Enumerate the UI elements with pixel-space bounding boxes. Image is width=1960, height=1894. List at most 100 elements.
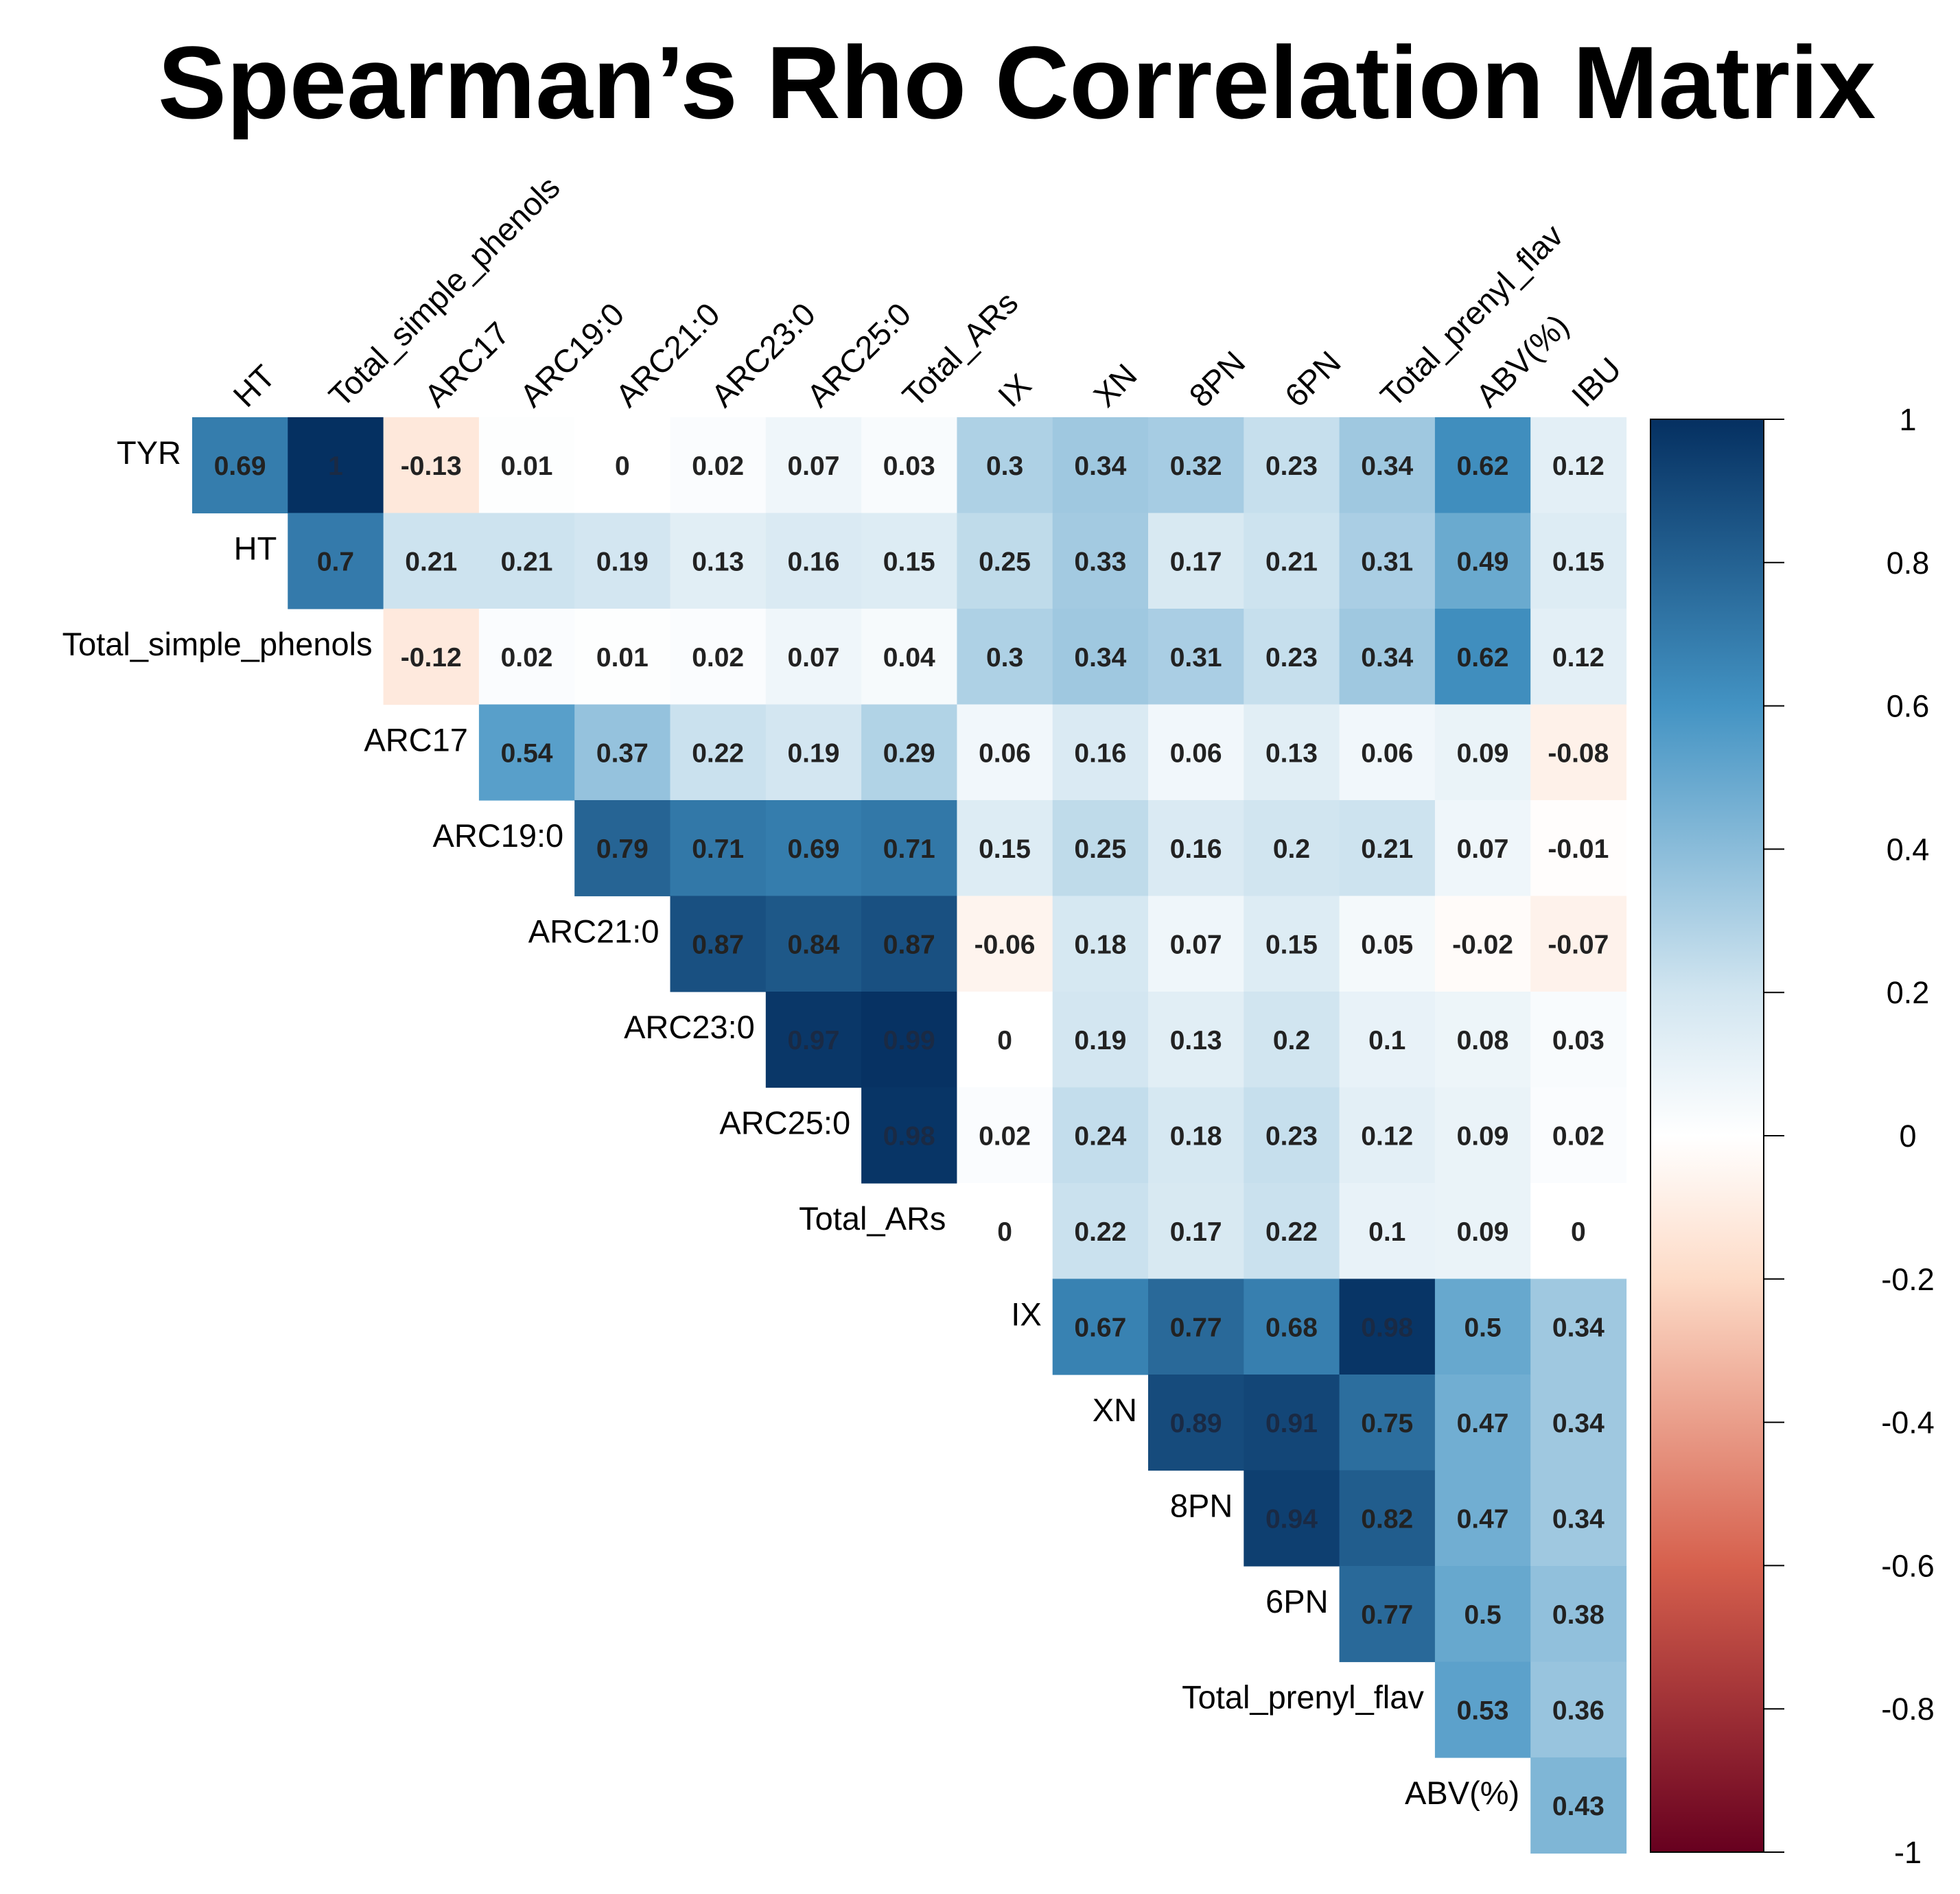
- heatmap-cell: [1434, 1470, 1531, 1567]
- heatmap-cell: [861, 704, 957, 801]
- heatmap-cell: [1434, 609, 1531, 705]
- heatmap-cell: [1052, 704, 1149, 801]
- heatmap-cell: [1244, 1375, 1340, 1471]
- cell-value-label: 0.5: [1464, 1313, 1501, 1342]
- cell-value-label: 0.24: [1074, 1121, 1126, 1151]
- cell-value-label: 0.94: [1265, 1504, 1318, 1534]
- cell-value-label: 0.21: [1265, 547, 1318, 576]
- heatmap-cell: [1148, 992, 1244, 1088]
- cell-value-label: 0: [615, 452, 630, 481]
- heatmap-cell: [1434, 800, 1531, 897]
- cell-value-label: 0.15: [1552, 547, 1605, 576]
- row-label: Total_prenyl_flav: [1182, 1679, 1424, 1716]
- heatmap-cell: [1052, 800, 1149, 897]
- heatmap-cell: [765, 609, 862, 705]
- heatmap-cell: [957, 609, 1053, 705]
- cell-value-label: 0.71: [883, 834, 935, 864]
- cell-value-label: 0.69: [214, 452, 266, 481]
- colorbar-tick-label: -0.6: [1881, 1548, 1935, 1583]
- column-label: 8PN: [1182, 344, 1252, 414]
- heatmap-cell: [1434, 704, 1531, 801]
- heatmap-cell: [765, 992, 862, 1088]
- cell-value-label: 0.2: [1273, 834, 1310, 864]
- column-label: ARC25:0: [800, 296, 918, 414]
- colorbar-tick-label: -0.8: [1881, 1692, 1935, 1727]
- row-label: TYR: [117, 434, 181, 471]
- row-label: Total_simple_phenols: [62, 626, 373, 662]
- heatmap-cell: [1244, 417, 1340, 514]
- cell-value-label: 0.19: [787, 738, 839, 768]
- colorbar-tick-label: 1: [1899, 402, 1916, 437]
- heatmap-cell: [1530, 704, 1627, 801]
- heatmap-cell: [670, 417, 767, 514]
- heatmap-cell: [957, 1183, 1053, 1280]
- cell-value-label: 0.13: [1170, 1026, 1222, 1055]
- cell-value-label: 0.17: [1170, 1217, 1222, 1247]
- heatmap-cell: [1339, 1183, 1436, 1280]
- cell-value-label: 0.36: [1552, 1696, 1605, 1725]
- column-label: ARC19:0: [513, 296, 631, 414]
- row-label: ARC25:0: [719, 1105, 850, 1141]
- cell-value-label: 0.13: [692, 547, 744, 576]
- cell-value-label: 0.79: [596, 834, 649, 864]
- cell-value-label: 0.29: [883, 738, 935, 768]
- heatmap-cell: [765, 896, 862, 992]
- row-labels: TYR HT Total_simple_phenols ARC17 ARC19:0 ARC…: [62, 434, 1520, 1811]
- column-label: ARC17: [417, 314, 517, 414]
- heatmap-cell: [574, 609, 671, 705]
- cell-value-label: -0.02: [1452, 930, 1513, 959]
- cell-value-label: 0.04: [883, 643, 935, 673]
- colorbar-tick-label: 0.2: [1887, 975, 1930, 1010]
- cell-value-label: 0.03: [1552, 1026, 1605, 1055]
- heatmap-cell: [957, 1087, 1053, 1184]
- heatmap-cell: [1434, 513, 1531, 609]
- heatmap-cell: [1244, 1087, 1340, 1184]
- cell-value-label: 0.37: [596, 738, 649, 768]
- row-label: 6PN: [1265, 1583, 1328, 1620]
- heatmap-cell: [383, 609, 480, 705]
- heatmap-cell: [1339, 1375, 1436, 1471]
- cell-value-label: 0.87: [883, 930, 935, 959]
- cell-value-label: 0.19: [596, 547, 649, 576]
- cell-value-label: 0.87: [692, 930, 744, 959]
- heatmap-cells: 0.69 1 -0.13 0.01 0 0.02 0.07 0.03 0.3 0.34 0.32 0.…: [192, 417, 1627, 1854]
- heatmap-cell: [1530, 513, 1627, 609]
- heatmap-cell: [1339, 1087, 1436, 1184]
- cell-value-label: 0.82: [1361, 1504, 1413, 1534]
- heatmap-cell: [1052, 1278, 1149, 1375]
- cell-value-label: 0.02: [692, 643, 744, 673]
- colorbar-tick-label: 0.8: [1887, 546, 1930, 581]
- cell-value-label: 0.15: [979, 834, 1031, 864]
- heatmap-cell: [1434, 1183, 1531, 1280]
- cell-value-label: 0.5: [1464, 1600, 1501, 1630]
- heatmap-cell: [1530, 1470, 1627, 1567]
- column-label: XN: [1086, 356, 1144, 414]
- cell-value-label: 0.09: [1457, 1217, 1509, 1247]
- heatmap-cell: [861, 1087, 957, 1184]
- heatmap-cell: [1530, 896, 1627, 992]
- cell-value-label: 0.12: [1361, 1121, 1413, 1151]
- cell-value-label: 0.25: [1074, 834, 1126, 864]
- cell-value-label: 0.02: [979, 1121, 1031, 1151]
- heatmap-cell: [1148, 609, 1244, 705]
- colorbar-tick-label: 0: [1899, 1119, 1916, 1154]
- heatmap-cell: [1434, 1087, 1531, 1184]
- row-label: 8PN: [1170, 1488, 1233, 1524]
- cell-value-label: 0: [1571, 1217, 1586, 1247]
- column-labels: HT Total_simple_phenolsARC17ARC19:0ARC21:…: [226, 169, 1628, 414]
- heatmap-cell: [1339, 1470, 1436, 1567]
- heatmap-cell: [1339, 896, 1436, 992]
- cell-value-label: 0.22: [1074, 1217, 1126, 1247]
- heatmap-cell: [765, 800, 862, 897]
- heatmap-cell: [1148, 896, 1244, 992]
- heatmap-cell: [861, 609, 957, 705]
- heatmap-cell: [1434, 1278, 1531, 1375]
- cell-value-label: 0.21: [501, 547, 553, 576]
- cell-value-label: 0.23: [1265, 452, 1318, 481]
- cell-value-label: 0.02: [692, 452, 744, 481]
- cell-value-label: -0.01: [1548, 834, 1609, 864]
- cell-value-label: 0.77: [1361, 1600, 1413, 1630]
- column-label: 6PN: [1278, 344, 1348, 414]
- heatmap-cell: [1530, 1375, 1627, 1471]
- cell-value-label: 0.16: [1170, 834, 1222, 864]
